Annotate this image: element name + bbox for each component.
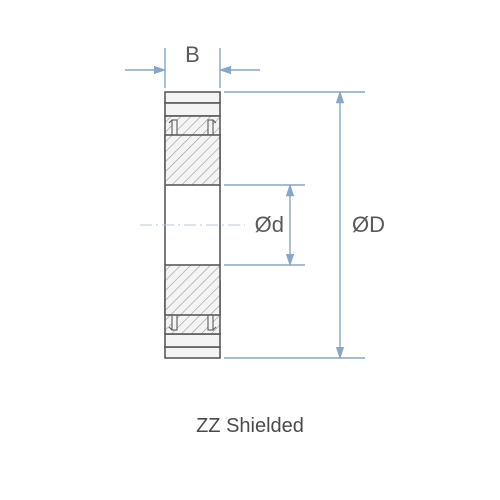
svg-text:Ød: Ød: [255, 212, 284, 237]
svg-text:ØD: ØD: [352, 212, 385, 237]
caption: ZZ Shielded: [0, 415, 500, 438]
bearing-diagram: B ØD Ød ZZ Shielded: [0, 0, 500, 500]
svg-text:B: B: [185, 42, 200, 67]
